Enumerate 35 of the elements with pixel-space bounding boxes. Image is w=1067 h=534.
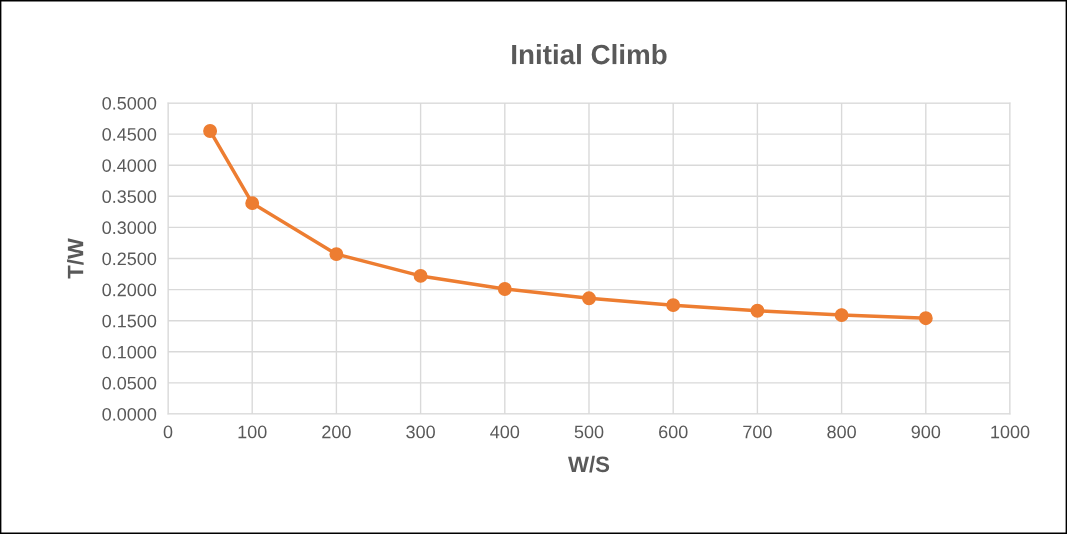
x-tick-label: 400 [490,425,520,439]
x-tick-label: 300 [406,425,435,439]
y-tick-label: 0.5000 [102,96,157,110]
x-tick-label: 700 [743,425,772,439]
chart-title: Initial Climb [512,43,667,65]
x-tick-label: 600 [659,425,688,439]
y-tick-label: 0.3500 [102,190,157,204]
x-axis-title: W/S [568,455,610,473]
point [666,298,681,313]
point [203,124,218,138]
y-tick-label: 0.4500 [102,128,157,141]
point [750,303,765,318]
point [413,268,428,283]
x-tick-label: 1000 [991,425,1030,439]
y-tick-label: 0.0000 [102,407,157,421]
x-tick-label: 0 [163,425,173,439]
x-tick-label: 200 [322,425,351,439]
y-tick-label: 0.1500 [102,314,157,328]
point [245,196,260,211]
y-tick-label: 0.3000 [102,221,157,235]
point [329,247,344,262]
x-tick-label: 500 [574,425,604,439]
point [497,282,512,296]
y-axis-title: T/W [67,238,84,279]
point [582,291,596,306]
y-tick-label: 0.4000 [102,159,157,172]
y-tick-label: 0.0500 [102,376,157,390]
x-tick-label: 900 [911,425,941,439]
point [918,311,933,326]
x-tick-label: 100 [238,425,267,439]
point [834,308,849,323]
y-tick-label: 0.2500 [102,252,157,266]
x-tick-label: 800 [827,425,856,439]
y-tick-label: 0.2000 [102,283,157,297]
y-tick-label: 0.1000 [102,345,157,359]
